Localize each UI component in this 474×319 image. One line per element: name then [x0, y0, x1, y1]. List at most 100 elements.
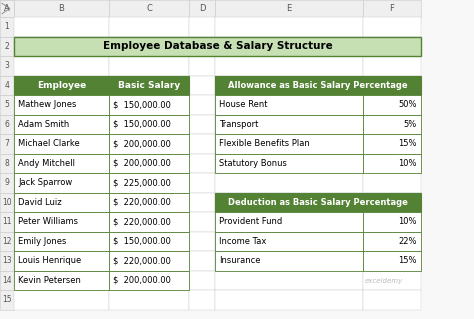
- Bar: [363, 0, 421, 17]
- Bar: [189, 0, 215, 17]
- Bar: [363, 95, 421, 115]
- Bar: [363, 212, 421, 232]
- Text: Andy Mitchell: Andy Mitchell: [18, 159, 75, 168]
- Bar: [14, 134, 109, 153]
- Text: $  150,000.00: $ 150,000.00: [113, 100, 171, 109]
- Bar: [14, 232, 109, 251]
- Bar: [363, 271, 421, 290]
- Bar: [14, 76, 109, 95]
- Bar: [14, 192, 109, 212]
- Bar: [109, 271, 189, 290]
- Bar: [215, 95, 363, 115]
- Bar: [14, 173, 109, 192]
- Bar: [215, 251, 363, 271]
- Bar: [215, 232, 363, 251]
- Bar: [14, 290, 109, 309]
- Bar: [109, 192, 189, 212]
- Text: Insurance: Insurance: [219, 256, 261, 265]
- Bar: [14, 251, 109, 271]
- Bar: [109, 134, 189, 153]
- Text: 50%: 50%: [399, 100, 417, 109]
- Bar: [363, 153, 421, 173]
- Bar: [189, 17, 215, 36]
- Bar: [14, 115, 109, 134]
- Text: Louis Henrique: Louis Henrique: [18, 256, 81, 265]
- Bar: [215, 290, 363, 309]
- Bar: [109, 76, 189, 95]
- Bar: [215, 115, 363, 134]
- Text: B: B: [59, 4, 64, 13]
- Bar: [215, 115, 363, 134]
- Bar: [189, 212, 215, 232]
- Bar: [215, 192, 363, 212]
- Bar: [215, 173, 363, 192]
- Bar: [109, 36, 189, 56]
- Text: Income Tax: Income Tax: [219, 237, 266, 246]
- Bar: [189, 290, 215, 309]
- Bar: [14, 173, 109, 192]
- Text: Employee: Employee: [37, 81, 86, 90]
- Text: $  200,000.00: $ 200,000.00: [113, 139, 171, 148]
- Bar: [14, 95, 109, 115]
- Bar: [14, 271, 109, 290]
- Bar: [14, 36, 421, 56]
- Bar: [0, 0, 14, 17]
- Text: David Luiz: David Luiz: [18, 198, 62, 207]
- Bar: [0, 153, 14, 173]
- Text: E: E: [286, 4, 292, 13]
- Text: $  200,000.00: $ 200,000.00: [113, 159, 171, 168]
- Bar: [109, 115, 189, 134]
- Text: Transport: Transport: [219, 120, 258, 129]
- Text: $  150,000.00: $ 150,000.00: [113, 237, 171, 246]
- Bar: [363, 251, 421, 271]
- Bar: [14, 192, 109, 212]
- Bar: [189, 76, 215, 95]
- Bar: [0, 76, 14, 95]
- Bar: [215, 134, 363, 153]
- Bar: [363, 36, 421, 56]
- Text: 2: 2: [5, 42, 9, 51]
- Bar: [0, 212, 14, 232]
- Bar: [109, 95, 189, 115]
- Text: exceldemy: exceldemy: [365, 278, 403, 284]
- Bar: [14, 232, 109, 251]
- Text: 10%: 10%: [399, 217, 417, 226]
- Text: Kevin Petersen: Kevin Petersen: [18, 276, 81, 285]
- Text: 10: 10: [2, 198, 12, 207]
- Bar: [0, 56, 14, 76]
- Bar: [14, 251, 109, 271]
- Text: Mathew Jones: Mathew Jones: [18, 100, 76, 109]
- Bar: [215, 212, 363, 232]
- Bar: [14, 271, 109, 290]
- Bar: [0, 36, 14, 56]
- Bar: [215, 17, 363, 36]
- Text: 15%: 15%: [399, 256, 417, 265]
- Text: 15%: 15%: [399, 139, 417, 148]
- Text: $  220,000.00: $ 220,000.00: [113, 198, 171, 207]
- Text: 12: 12: [2, 237, 12, 246]
- Bar: [109, 251, 189, 271]
- Bar: [0, 17, 14, 36]
- Text: 22%: 22%: [399, 237, 417, 246]
- Bar: [189, 251, 215, 271]
- Bar: [0, 0, 14, 17]
- Text: 9: 9: [5, 178, 9, 187]
- Text: 6: 6: [5, 120, 9, 129]
- Bar: [215, 56, 363, 76]
- Text: Statutory Bonus: Statutory Bonus: [219, 159, 287, 168]
- Text: 10%: 10%: [399, 159, 417, 168]
- Bar: [215, 153, 363, 173]
- Text: Jack Sparrow: Jack Sparrow: [18, 178, 72, 187]
- Bar: [109, 153, 189, 173]
- Bar: [14, 212, 109, 232]
- Bar: [189, 271, 215, 290]
- Bar: [109, 173, 189, 192]
- Bar: [0, 192, 14, 212]
- Bar: [215, 36, 363, 56]
- Text: Adam Smith: Adam Smith: [18, 120, 69, 129]
- Bar: [215, 153, 363, 173]
- Bar: [109, 76, 189, 95]
- Bar: [14, 0, 109, 17]
- Text: $  220,000.00: $ 220,000.00: [113, 256, 171, 265]
- Bar: [14, 153, 109, 173]
